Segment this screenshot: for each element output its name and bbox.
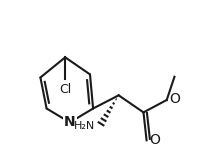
Text: O: O [149, 133, 160, 146]
Text: N: N [64, 115, 76, 129]
Text: Cl: Cl [59, 83, 71, 96]
Text: O: O [169, 92, 180, 106]
Text: H₂N: H₂N [73, 121, 95, 131]
